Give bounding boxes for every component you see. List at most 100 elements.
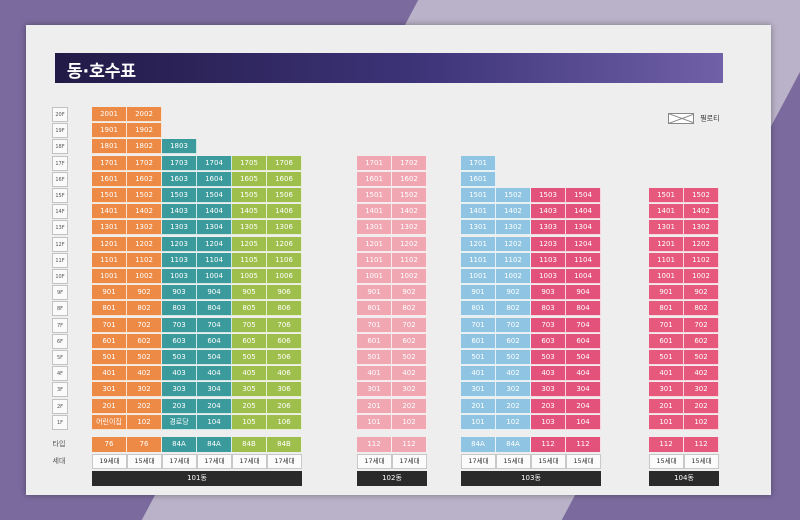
unit-cell[interactable]: 1101	[357, 252, 392, 268]
unit-cell[interactable]: 1404	[566, 204, 601, 220]
unit-cell[interactable]: 301	[92, 382, 127, 398]
unit-cell[interactable]: 901	[92, 285, 127, 301]
unit-cell[interactable]: 1802	[127, 139, 162, 155]
unit-cell[interactable]: 1204	[197, 236, 232, 252]
unit-cell[interactable]: 1102	[496, 252, 531, 268]
unit-cell[interactable]: 1301	[649, 220, 684, 236]
unit-cell[interactable]: 1406	[267, 204, 302, 220]
unit-cell[interactable]: 802	[392, 301, 427, 317]
unit-cell[interactable]: 1704	[197, 155, 232, 171]
unit-cell[interactable]: 505	[232, 350, 267, 365]
unit-cell[interactable]: 1002	[496, 269, 531, 284]
unit-cell[interactable]: 1701	[357, 155, 392, 171]
unit-cell[interactable]: 1102	[684, 252, 719, 268]
unit-cell[interactable]: 1205	[232, 236, 267, 252]
unit-cell[interactable]: 1202	[684, 236, 719, 252]
unit-cell[interactable]: 402	[684, 366, 719, 382]
unit-cell[interactable]: 1001	[92, 269, 127, 284]
unit-cell[interactable]: 1402	[684, 204, 719, 220]
unit-cell[interactable]: 201	[649, 398, 684, 414]
unit-cell[interactable]: 1306	[267, 220, 302, 236]
unit-cell[interactable]: 801	[92, 301, 127, 317]
unit-cell[interactable]: 502	[392, 350, 427, 365]
unit-cell[interactable]: 701	[357, 317, 392, 333]
unit-cell[interactable]: 105	[232, 414, 267, 430]
unit-cell[interactable]: 601	[357, 333, 392, 349]
unit-cell[interactable]: 905	[232, 285, 267, 301]
unit-cell[interactable]: 503	[531, 350, 566, 365]
unit-cell[interactable]: 302	[496, 382, 531, 398]
unit-cell[interactable]: 1803	[162, 139, 197, 155]
unit-cell[interactable]: 302	[392, 382, 427, 398]
unit-cell[interactable]: 903	[162, 285, 197, 301]
unit-cell[interactable]: 1503	[162, 188, 197, 203]
unit-cell[interactable]: 1103	[531, 252, 566, 268]
unit-cell[interactable]: 102	[684, 414, 719, 430]
unit-cell[interactable]: 201	[461, 398, 496, 414]
unit-cell[interactable]: 1102	[127, 252, 162, 268]
unit-cell[interactable]: 1202	[496, 236, 531, 252]
unit-cell[interactable]: 503	[162, 350, 197, 365]
unit-cell[interactable]: 1202	[127, 236, 162, 252]
unit-cell[interactable]: 805	[232, 301, 267, 317]
unit-cell[interactable]: 1602	[127, 171, 162, 187]
unit-cell[interactable]: 1303	[162, 220, 197, 236]
unit-cell[interactable]: 2002	[127, 107, 162, 122]
facility-cell[interactable]: 경로당	[162, 414, 197, 430]
unit-cell[interactable]: 1102	[392, 252, 427, 268]
unit-cell[interactable]: 1201	[649, 236, 684, 252]
unit-cell[interactable]: 602	[684, 333, 719, 349]
unit-cell[interactable]: 1301	[357, 220, 392, 236]
unit-cell[interactable]: 1002	[392, 269, 427, 284]
unit-cell[interactable]: 301	[649, 382, 684, 398]
unit-cell[interactable]: 1203	[162, 236, 197, 252]
unit-cell[interactable]: 501	[649, 350, 684, 365]
unit-cell[interactable]: 1104	[566, 252, 601, 268]
unit-cell[interactable]: 1601	[461, 171, 496, 187]
unit-cell[interactable]: 102	[392, 414, 427, 430]
unit-cell[interactable]: 1501	[357, 188, 392, 203]
unit-cell[interactable]: 501	[92, 350, 127, 365]
unit-cell[interactable]: 403	[531, 366, 566, 382]
unit-cell[interactable]: 603	[162, 333, 197, 349]
unit-cell[interactable]: 1505	[232, 188, 267, 203]
unit-cell[interactable]: 405	[232, 366, 267, 382]
unit-cell[interactable]: 1104	[197, 252, 232, 268]
unit-cell[interactable]: 904	[566, 285, 601, 301]
unit-cell[interactable]: 1403	[531, 204, 566, 220]
unit-cell[interactable]: 402	[392, 366, 427, 382]
unit-cell[interactable]: 804	[197, 301, 232, 317]
unit-cell[interactable]: 303	[531, 382, 566, 398]
unit-cell[interactable]: 401	[649, 366, 684, 382]
unit-cell[interactable]: 1003	[162, 269, 197, 284]
unit-cell[interactable]: 1101	[92, 252, 127, 268]
unit-cell[interactable]: 306	[267, 382, 302, 398]
unit-cell[interactable]: 502	[684, 350, 719, 365]
unit-cell[interactable]: 305	[232, 382, 267, 398]
unit-cell[interactable]: 704	[197, 317, 232, 333]
unit-cell[interactable]: 201	[92, 398, 127, 414]
unit-cell[interactable]: 302	[684, 382, 719, 398]
unit-cell[interactable]: 1001	[357, 269, 392, 284]
facility-cell[interactable]: 어린이집	[92, 414, 127, 430]
unit-cell[interactable]: 1603	[162, 171, 197, 187]
unit-cell[interactable]: 201	[357, 398, 392, 414]
unit-cell[interactable]: 1302	[496, 220, 531, 236]
unit-cell[interactable]: 1002	[127, 269, 162, 284]
unit-cell[interactable]: 603	[531, 333, 566, 349]
unit-cell[interactable]: 401	[357, 366, 392, 382]
unit-cell[interactable]: 702	[684, 317, 719, 333]
unit-cell[interactable]: 801	[357, 301, 392, 317]
unit-cell[interactable]: 401	[461, 366, 496, 382]
unit-cell[interactable]: 406	[267, 366, 302, 382]
unit-cell[interactable]: 803	[531, 301, 566, 317]
unit-cell[interactable]: 904	[197, 285, 232, 301]
unit-cell[interactable]: 103	[531, 414, 566, 430]
unit-cell[interactable]: 202	[684, 398, 719, 414]
unit-cell[interactable]: 206	[267, 398, 302, 414]
unit-cell[interactable]: 301	[461, 382, 496, 398]
unit-cell[interactable]: 902	[496, 285, 531, 301]
unit-cell[interactable]: 1004	[566, 269, 601, 284]
unit-cell[interactable]: 901	[461, 285, 496, 301]
unit-cell[interactable]: 1401	[649, 204, 684, 220]
